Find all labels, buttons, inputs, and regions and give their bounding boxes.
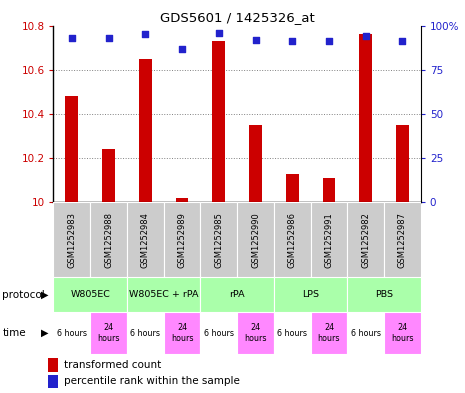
Bar <box>384 202 421 277</box>
Bar <box>48 358 59 372</box>
Text: 6 hours: 6 hours <box>351 329 381 338</box>
Bar <box>323 178 335 202</box>
Text: GSM1252985: GSM1252985 <box>214 212 223 268</box>
Bar <box>53 202 90 277</box>
Text: GSM1252988: GSM1252988 <box>104 212 113 268</box>
Text: rPA: rPA <box>229 290 245 299</box>
Bar <box>127 312 164 354</box>
Bar <box>384 312 421 354</box>
Text: percentile rank within the sample: percentile rank within the sample <box>64 376 240 386</box>
Bar <box>200 312 237 354</box>
Text: GSM1252989: GSM1252989 <box>178 212 186 268</box>
Title: GDS5601 / 1425326_at: GDS5601 / 1425326_at <box>160 11 314 24</box>
Text: 24
hours: 24 hours <box>244 323 267 343</box>
Text: GSM1252987: GSM1252987 <box>398 212 407 268</box>
Bar <box>347 202 384 277</box>
Bar <box>90 202 127 277</box>
Text: 6 hours: 6 hours <box>130 329 160 338</box>
Bar <box>102 149 115 202</box>
Bar <box>200 202 237 277</box>
Text: ▶: ▶ <box>41 290 49 300</box>
Bar <box>237 202 274 277</box>
Bar <box>90 312 127 354</box>
Bar <box>139 59 152 202</box>
Text: GSM1252982: GSM1252982 <box>361 212 370 268</box>
Text: transformed count: transformed count <box>64 360 161 370</box>
Text: W805EC + rPA: W805EC + rPA <box>129 290 199 299</box>
Bar <box>200 277 274 312</box>
Bar <box>347 277 421 312</box>
Bar <box>164 312 200 354</box>
Bar <box>274 277 347 312</box>
Text: GSM1252983: GSM1252983 <box>67 212 76 268</box>
Bar <box>274 312 311 354</box>
Text: LPS: LPS <box>302 290 319 299</box>
Text: time: time <box>2 328 26 338</box>
Point <box>178 45 186 51</box>
Point <box>68 35 75 41</box>
Text: GSM1252986: GSM1252986 <box>288 212 297 268</box>
Bar <box>274 202 311 277</box>
Point <box>105 35 113 41</box>
Text: 24
hours: 24 hours <box>318 323 340 343</box>
Bar <box>311 202 347 277</box>
Text: W805EC: W805EC <box>70 290 110 299</box>
Bar <box>359 35 372 202</box>
Text: 24
hours: 24 hours <box>171 323 193 343</box>
Bar <box>249 125 262 202</box>
Bar <box>213 41 225 202</box>
Text: ▶: ▶ <box>41 328 49 338</box>
Point <box>141 31 149 37</box>
Point <box>326 38 333 44</box>
Text: PBS: PBS <box>375 290 393 299</box>
Point <box>288 38 296 44</box>
Bar <box>396 125 409 202</box>
Bar <box>311 312 347 354</box>
Bar <box>176 198 188 202</box>
Bar <box>53 277 127 312</box>
Bar <box>127 277 200 312</box>
Bar <box>48 375 59 388</box>
Bar <box>347 312 384 354</box>
Text: GSM1252990: GSM1252990 <box>251 212 260 268</box>
Bar <box>286 174 299 202</box>
Bar <box>127 202 164 277</box>
Bar <box>237 312 274 354</box>
Text: 24
hours: 24 hours <box>97 323 120 343</box>
Text: GSM1252991: GSM1252991 <box>325 212 333 268</box>
Text: protocol: protocol <box>2 290 45 300</box>
Text: 6 hours: 6 hours <box>277 329 307 338</box>
Text: GSM1252984: GSM1252984 <box>141 212 150 268</box>
Point <box>362 33 369 39</box>
Bar <box>53 312 90 354</box>
Bar <box>66 96 78 202</box>
Bar <box>164 202 200 277</box>
Text: 6 hours: 6 hours <box>204 329 234 338</box>
Point <box>215 29 222 36</box>
Text: 24
hours: 24 hours <box>391 323 414 343</box>
Point <box>252 37 259 43</box>
Text: 6 hours: 6 hours <box>57 329 87 338</box>
Point <box>399 38 406 44</box>
